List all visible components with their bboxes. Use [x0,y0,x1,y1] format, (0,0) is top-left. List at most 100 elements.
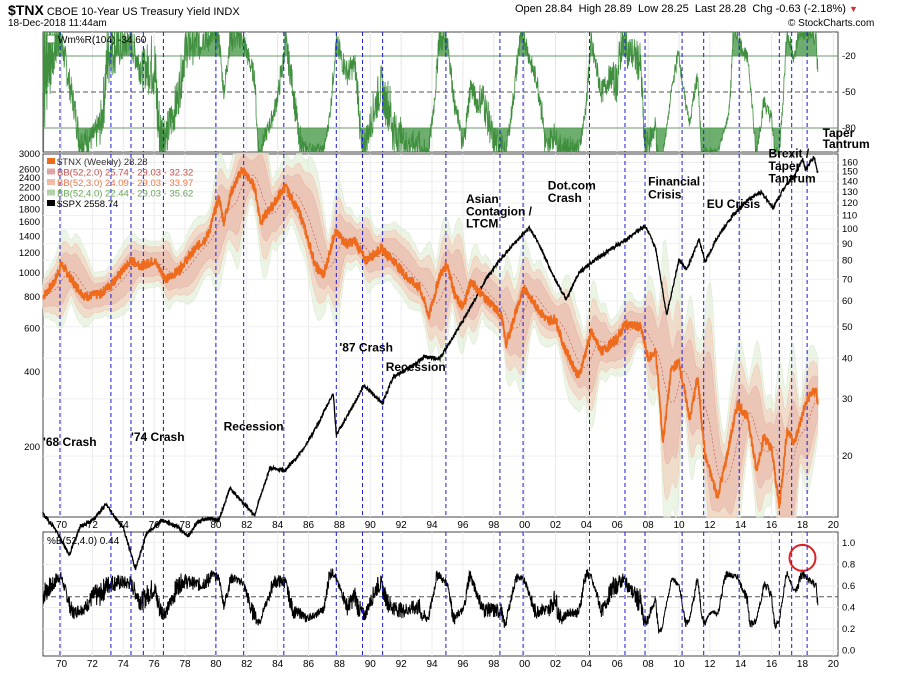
left-tick-label: 2400 [19,173,40,184]
x-tick-label-bottom: 74 [118,659,130,670]
x-tick-label-bottom: 16 [766,659,778,670]
percent-b-series [42,543,819,634]
x-tick-label: 88 [334,520,346,531]
annotation-text: Crisis [648,188,682,202]
wmr-tick-label: -50 [842,87,856,98]
left-tick-label: 1400 [19,232,40,243]
left-tick-label: 2600 [19,164,40,175]
pctb-tick-label: 1.0 [842,538,855,549]
right-tick-label: 50 [842,322,853,333]
x-tick-label-bottom: 98 [488,659,500,670]
wmr-tick-label: -80 [842,123,856,134]
right-tick-label: 100 [842,224,858,235]
annotation-text: Recession [386,360,446,374]
x-tick-label: 70 [56,520,68,531]
x-tick-label: 14 [735,520,747,531]
annotation-text: Recession [224,419,284,433]
annotation-text: Taper [823,126,855,140]
x-tick-label-bottom: 84 [272,659,284,670]
exchange: INDX [213,6,240,18]
quote-high: High 28.89 [578,3,632,15]
pctb-tick-label: 0.8 [842,559,855,570]
annotation-text: '74 Crash [131,430,185,444]
x-tick-label-bottom: 02 [550,659,562,670]
x-tick-label-bottom: 00 [519,659,531,670]
pctb-tick-label: 0.6 [842,581,855,592]
main-legend-swatch [47,179,55,185]
event-lines [59,32,808,656]
x-tick-label-bottom: 80 [210,659,222,670]
quote-row: Open 28.84 High 28.89 Low 28.25 Last 28.… [515,3,858,15]
right-tick-label: 60 [842,296,853,307]
right-tick-label: 90 [842,239,853,250]
pctb-tick-label: 0.0 [842,646,855,657]
right-tick-label: 40 [842,353,853,364]
quote-open: Open 28.84 [515,3,573,15]
pctb-panel [42,531,839,657]
x-tick-label-bottom: 86 [303,659,315,670]
left-tick-label: 200 [24,442,40,453]
left-tick-label: 1600 [19,217,40,228]
x-tick-label-bottom: 04 [581,659,593,670]
pctb-line [42,568,819,634]
axis-labels: 3000260024002200200018001600140012001000… [19,51,858,670]
left-tick-label: 600 [24,323,40,334]
x-tick-label: 96 [457,520,469,531]
right-tick-label: 30 [842,394,853,405]
quote-low: Low 28.25 [637,3,689,15]
x-tick-label: 10 [673,520,685,531]
williams-r-series [42,30,819,154]
wmr-line [42,30,819,154]
annotation-text: LTCM [466,217,498,231]
x-tick-label: 80 [210,520,222,531]
x-tick-label: 08 [643,520,655,531]
x-tick-label: 72 [87,520,99,531]
main-legend-entry: BB(52,4.0) 22.44 - 29.03 - 35.62 [57,189,193,200]
x-tick-label: 82 [241,520,253,531]
x-tick-label: 92 [396,520,408,531]
annotation-text: Contagion / [466,204,533,218]
main-legend-swatch [47,168,55,175]
x-tick-label-bottom: 88 [334,659,346,670]
x-tick-label-bottom: 20 [828,659,840,670]
instrument-name: CBOE 10-Year US Treasury Yield [46,6,211,18]
x-tick-label: 76 [149,520,161,531]
right-tick-label: 70 [842,274,853,285]
quote-last: Last 28.28 [694,3,747,15]
x-tick-label: 12 [704,520,716,531]
band-3sd [42,153,819,518]
x-tick-label: 78 [179,520,191,531]
header-title-row: $TNX CBOE 10-Year US Treasury Yield INDX [8,2,240,18]
x-tick-label: 84 [272,520,284,531]
right-tick-label: 20 [842,451,853,462]
right-tick-label: 130 [842,187,858,198]
x-tick-label: 98 [488,520,500,531]
main-legend-entry: BB(52,2.0) 25.74 - 29.03 - 32.32 [57,168,193,179]
left-tick-label: 1200 [19,248,40,259]
left-tick-label: 800 [24,292,40,303]
pctb-legend: %B(52,4.0) 0.44 [47,536,120,547]
annotation-text: Crash [548,191,582,205]
x-tick-label-bottom: 90 [365,659,377,670]
x-tick-label-bottom: 06 [612,659,624,670]
right-tick-label: 110 [842,210,857,221]
x-tick-label-bottom: 82 [241,659,253,670]
header-date: 18-Dec-2018 11:44am [8,18,107,29]
main-legend-swatch [47,189,55,196]
right-tick-label: 80 [842,255,853,266]
x-tick-label: 18 [797,520,809,531]
left-tick-label: 1800 [19,204,40,215]
x-tick-label: 04 [581,520,593,531]
x-tick-label-bottom: 08 [643,659,655,670]
quote-change: Chg -0.63 (-2.18%) [752,3,846,15]
x-tick-label-bottom: 14 [735,659,747,670]
x-tick-label-bottom: 76 [149,659,161,670]
annotation-text: EU Crisis [707,197,761,211]
left-tick-label: 2200 [19,183,40,194]
x-tick-label: 74 [118,520,130,531]
symbol: $TNX [8,2,44,18]
x-tick-label: 00 [519,520,531,531]
left-tick-label: 2000 [19,193,40,204]
annotation-text: Tantrum [823,137,870,151]
